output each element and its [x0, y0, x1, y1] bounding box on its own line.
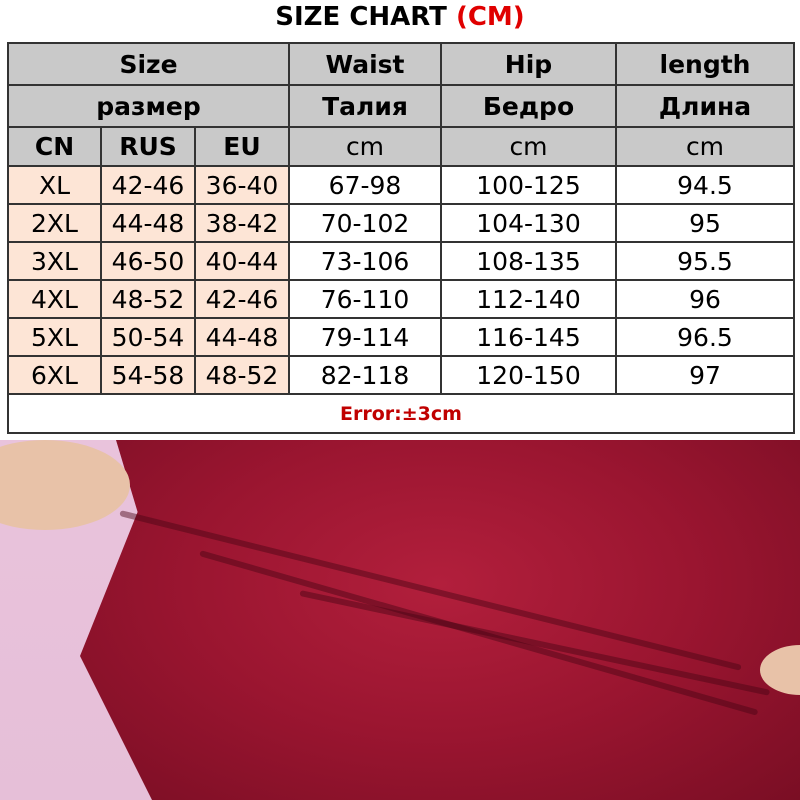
cell-rus: 54-58: [100, 355, 196, 395]
red-fabric: [80, 440, 800, 800]
table-row: 2XL 44-48 38-42 70-102 104-130 95: [7, 203, 795, 243]
cell-eu: 42-46: [194, 279, 290, 319]
error-note: Error:±3cm: [7, 393, 795, 434]
header-waist-ru: Талия: [288, 84, 442, 128]
cell-hip: 120-150: [440, 355, 617, 395]
cell-waist: 82-118: [288, 355, 442, 395]
cell-length: 97: [615, 355, 795, 395]
cell-cn: 5XL: [7, 317, 102, 357]
table-row: XL 42-46 36-40 67-98 100-125 94.5: [7, 165, 795, 205]
cell-rus: 46-50: [100, 241, 196, 281]
cell-cn: 3XL: [7, 241, 102, 281]
cell-eu: 38-42: [194, 203, 290, 243]
cell-length: 96.5: [615, 317, 795, 357]
header-waist: Waist: [288, 42, 442, 86]
unit-hip: cm: [440, 126, 617, 167]
cell-length: 95: [615, 203, 795, 243]
header-eu: EU: [194, 126, 290, 167]
table-row: 5XL 50-54 44-48 79-114 116-145 96.5: [7, 317, 795, 357]
cell-waist: 76-110: [288, 279, 442, 319]
cell-length: 95.5: [615, 241, 795, 281]
cell-waist: 73-106: [288, 241, 442, 281]
unit-length: cm: [615, 126, 795, 167]
cell-eu: 36-40: [194, 165, 290, 205]
header-row-en: Size Waist Hip length: [7, 42, 795, 86]
cell-length: 94.5: [615, 165, 795, 205]
header-length: length: [615, 42, 795, 86]
cell-waist: 70-102: [288, 203, 442, 243]
title-unit: (CM): [455, 2, 525, 32]
header-hip-ru: Бедро: [440, 84, 617, 128]
header-row-units: CN RUS EU cm cm cm: [7, 126, 795, 167]
cell-cn: 2XL: [7, 203, 102, 243]
header-cn: CN: [7, 126, 102, 167]
cell-length: 96: [615, 279, 795, 319]
cell-rus: 48-52: [100, 279, 196, 319]
header-length-ru: Длина: [615, 84, 795, 128]
cell-cn: XL: [7, 165, 102, 205]
cell-rus: 50-54: [100, 317, 196, 357]
cell-eu: 44-48: [194, 317, 290, 357]
unit-waist: cm: [288, 126, 442, 167]
cell-rus: 42-46: [100, 165, 196, 205]
header-hip: Hip: [440, 42, 617, 86]
cell-hip: 100-125: [440, 165, 617, 205]
cell-eu: 40-44: [194, 241, 290, 281]
cell-cn: 4XL: [7, 279, 102, 319]
cell-rus: 44-48: [100, 203, 196, 243]
table-row: 3XL 46-50 40-44 73-106 108-135 95.5: [7, 241, 795, 281]
table-row: 4XL 48-52 42-46 76-110 112-140 96: [7, 279, 795, 319]
cell-waist: 79-114: [288, 317, 442, 357]
cell-hip: 112-140: [440, 279, 617, 319]
table-row: 6XL 54-58 48-52 82-118 120-150 97: [7, 355, 795, 395]
header-size: Size: [7, 42, 290, 86]
cell-waist: 67-98: [288, 165, 442, 205]
product-photo: [0, 440, 800, 800]
cell-eu: 48-52: [194, 355, 290, 395]
cell-hip: 104-130: [440, 203, 617, 243]
header-rus: RUS: [100, 126, 196, 167]
left-hand: [0, 440, 130, 530]
header-row-ru: размер Талия Бедро Длина: [7, 84, 795, 128]
cell-hip: 108-135: [440, 241, 617, 281]
title-text: SIZE CHART: [275, 2, 447, 32]
cell-cn: 6XL: [7, 355, 102, 395]
cell-hip: 116-145: [440, 317, 617, 357]
header-size-ru: размер: [7, 84, 290, 128]
size-table: Size Waist Hip length размер Талия Бедро…: [7, 42, 795, 434]
note-row: Error:±3cm: [7, 393, 795, 434]
size-chart-title: SIZE CHART (CM): [0, 2, 800, 32]
